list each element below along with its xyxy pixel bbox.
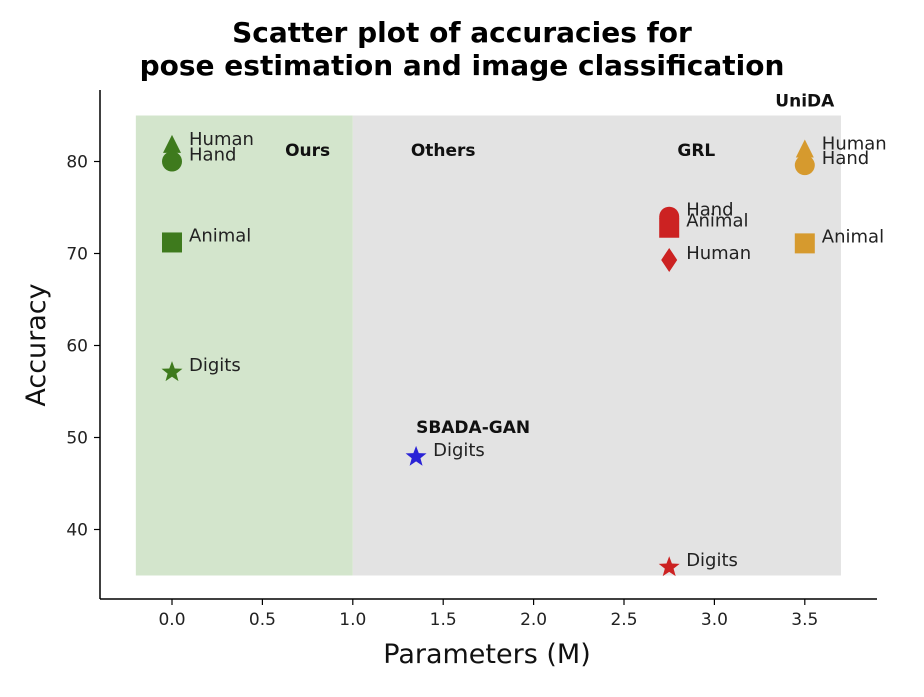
point-star-digits	[405, 445, 427, 466]
y-tick-label: 40	[66, 521, 88, 541]
point-star-digits	[658, 556, 680, 577]
region-label-grl: GRL	[677, 141, 715, 161]
point-square-animal	[659, 217, 680, 238]
x-tick-label: 1.0	[339, 610, 366, 630]
region-label-sbada-gan: SBADA-GAN	[416, 418, 530, 438]
x-tick-label: 1.5	[430, 610, 457, 630]
point-label-animal: Animal	[189, 225, 251, 246]
point-label-hand: Hand	[822, 148, 869, 169]
point-circle-hand	[162, 151, 182, 172]
point-circle-hand	[794, 155, 815, 176]
background-regions	[135, 115, 841, 576]
point-diamond-human	[661, 247, 678, 272]
x-tick-label: 0.0	[158, 610, 185, 630]
series-sbada-gan: Digits	[405, 440, 485, 466]
point-label-animal: Animal	[686, 211, 748, 232]
data-points: HumanHandAnimalDigitsDigitsHandAnimalHum…	[161, 129, 887, 577]
y-axis-label: Accuracy	[21, 283, 52, 406]
x-tick-label: 2.5	[610, 610, 637, 630]
y-tick-label: 50	[66, 429, 88, 449]
chart-title: Scatter plot of accuracies for pose esti…	[0, 16, 924, 82]
point-label-hand: Hand	[686, 200, 733, 221]
point-label-human: Human	[686, 243, 751, 264]
region-0	[135, 115, 353, 576]
y-tick-label: 70	[66, 245, 88, 265]
point-star-digits	[161, 361, 183, 382]
point-square-animal	[162, 232, 182, 253]
point-label-digits: Digits	[189, 355, 241, 376]
x-tick-label: 3.5	[791, 610, 818, 630]
point-triangle-human	[795, 139, 814, 158]
x-tick-label: 0.5	[249, 610, 276, 630]
region-labels: Ours Others GRL UniDA SBADA-GAN	[285, 91, 835, 438]
point-label-digits: Digits	[433, 440, 485, 461]
y-tick-label: 60	[66, 337, 88, 357]
point-label-animal: Animal	[822, 226, 884, 247]
point-square-animal	[794, 233, 815, 254]
region-label-ours: Ours	[285, 141, 330, 161]
point-label-digits: Digits	[686, 550, 738, 571]
point-triangle-human	[163, 134, 181, 153]
point-label-hand: Hand	[189, 145, 236, 166]
x-tick-label: 3.0	[701, 610, 728, 630]
x-axis-label: Parameters (M)	[383, 639, 590, 670]
chart-title-line1: Scatter plot of accuracies for	[232, 16, 692, 49]
point-label-human: Human	[822, 133, 887, 154]
point-label-human: Human	[189, 129, 254, 150]
region-1	[352, 115, 841, 576]
x-tick-label: 2.0	[520, 610, 547, 630]
region-label-others: Others	[411, 141, 476, 161]
chart-title-line2: pose estimation and image classification	[139, 49, 785, 82]
y-tick-label: 80	[66, 153, 88, 173]
axes	[99, 90, 877, 600]
region-label-unida: UniDA	[775, 91, 835, 111]
x-ticks: 0.0 0.5 1.0 1.5 2.0 2.5 3.0 3.5	[158, 599, 818, 630]
y-ticks: 40 50 60 70 80	[66, 153, 100, 541]
